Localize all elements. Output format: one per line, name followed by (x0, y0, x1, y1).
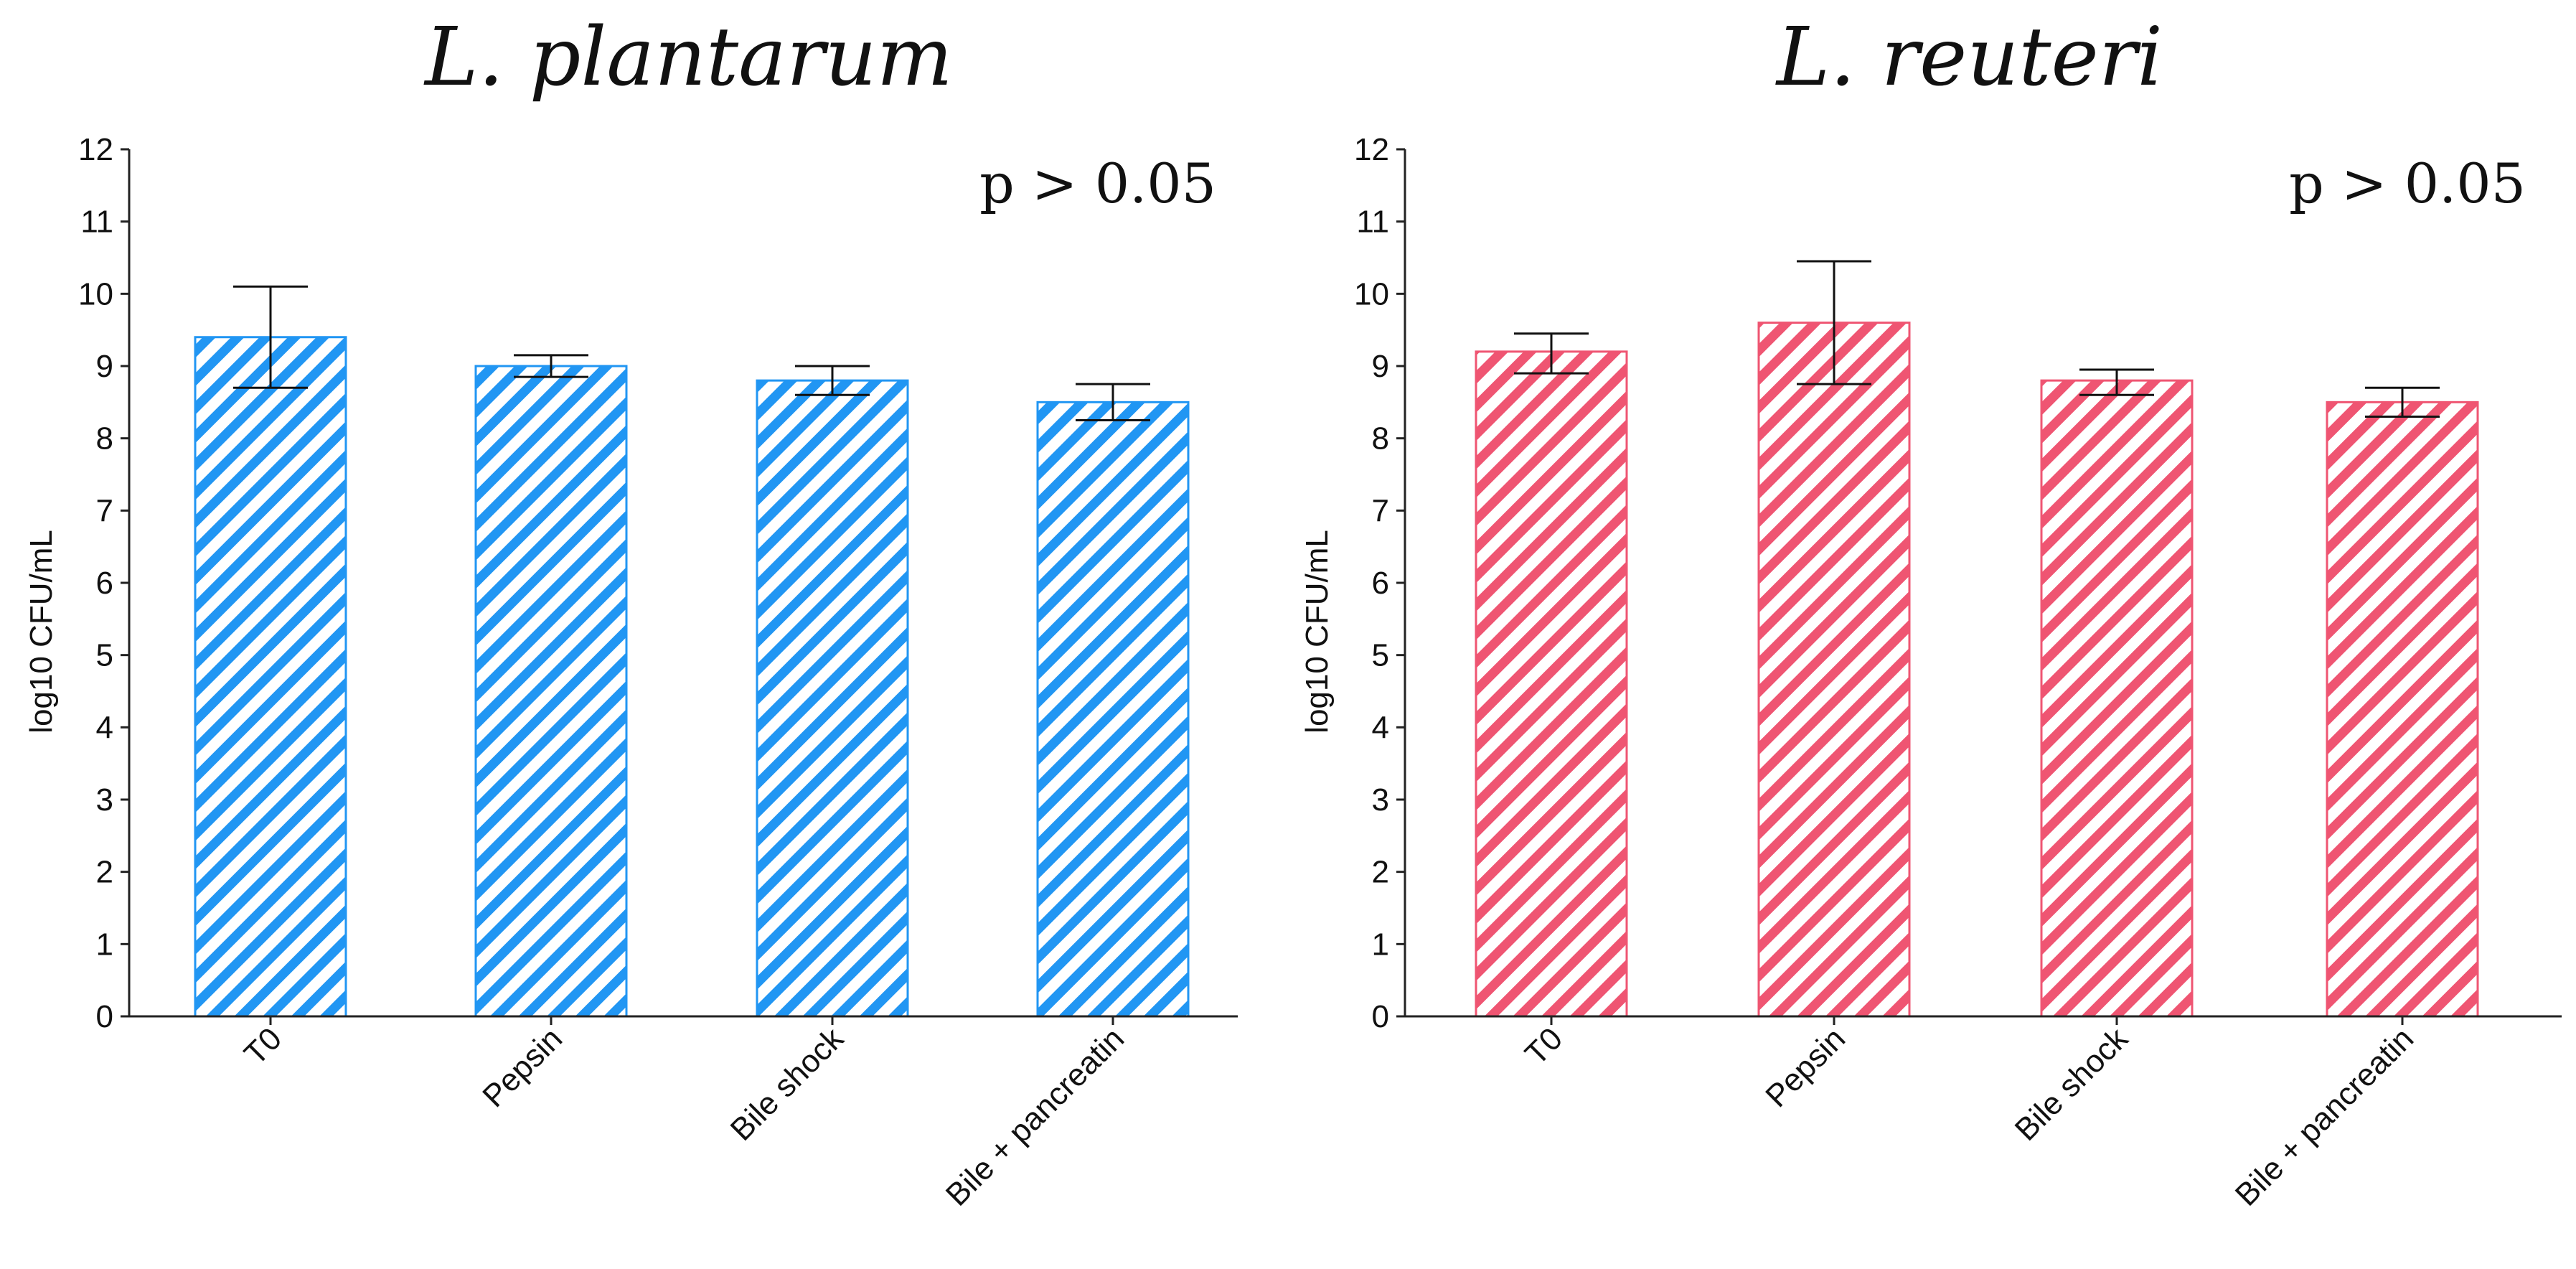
x-category-label: Bile + pancreatin (2229, 1021, 2420, 1212)
bars (1475, 322, 2479, 1018)
bar-pepsin (1757, 322, 1911, 1018)
y-tick-label: 12 (78, 132, 113, 167)
y-tick-label: 11 (80, 205, 113, 240)
x-axis-categories: T0 Pepsin Bile shock Bile + pancreatin (1518, 1016, 2420, 1213)
error-bar (1076, 383, 1150, 421)
y-axis-label: log10 CFU/mL (24, 530, 59, 734)
y-tick-label: 2 (96, 855, 113, 890)
error-bars (233, 285, 1150, 421)
error-bar (1514, 332, 1589, 375)
y-tick-label: 4 (1372, 710, 1389, 745)
p-value-annotation: p > 0.05 (2289, 151, 2526, 215)
y-tick-label: 6 (1372, 566, 1389, 601)
y-tick-label: 1 (1372, 927, 1389, 962)
error-bar (233, 285, 308, 389)
y-tick-label: 4 (96, 710, 113, 745)
error-bar (1797, 260, 1871, 385)
y-tick-label: 10 (78, 276, 113, 312)
chart-panel-plantarum: L. plantarum p > 0.05 log10 CFU/mL 01234… (24, 11, 1238, 1213)
x-axis-categories: T0 Pepsin Bile shock Bile + pancreatin (238, 1016, 1131, 1213)
y-tick-label: 5 (1372, 638, 1389, 673)
y-tick-label: 6 (96, 566, 113, 601)
y-axis-label: log10 CFU/mL (1299, 530, 1335, 734)
x-category-label: Bile shock (2008, 1021, 2135, 1148)
y-tick-label: 7 (1372, 493, 1389, 528)
y-tick-label: 10 (1354, 276, 1389, 312)
y-tick-label: 11 (1356, 205, 1389, 240)
p-value-annotation: p > 0.05 (979, 151, 1216, 215)
bar-bile-pancreatin (1036, 401, 1190, 1018)
x-category-label: T0 (1518, 1021, 1569, 1072)
bar-bile-pancreatin (2326, 401, 2479, 1018)
error-bar (2365, 386, 2440, 418)
y-tick-label: 2 (1372, 855, 1389, 890)
x-category-label: Pepsin (1759, 1021, 1852, 1114)
bars (194, 336, 1190, 1018)
error-bars (1514, 260, 2440, 418)
y-tick-label: 12 (1354, 132, 1389, 167)
y-tick-label: 1 (96, 927, 113, 962)
bar-bile-shock (756, 379, 909, 1018)
chart-title: L. reuteri (1775, 11, 2163, 104)
bar-t0 (194, 336, 347, 1018)
x-category-label: Bile + pancreatin (939, 1021, 1131, 1212)
y-tick-label: 3 (96, 782, 113, 818)
y-tick-label: 3 (1372, 782, 1389, 818)
chart-title: L. plantarum (423, 11, 953, 104)
y-tick-label: 8 (1372, 421, 1389, 456)
y-tick-label: 0 (96, 999, 113, 1034)
y-tick-label: 5 (96, 638, 113, 673)
chart-panel-reuteri: L. reuteri p > 0.05 log10 CFU/mL 0123456… (1299, 11, 2562, 1213)
y-tick-label: 9 (1372, 349, 1389, 384)
x-category-label: Bile shock (724, 1021, 851, 1148)
bar-t0 (1475, 350, 1628, 1018)
error-bar (795, 365, 870, 396)
x-category-label: T0 (238, 1021, 288, 1072)
error-bar (2079, 368, 2154, 396)
x-category-label: Pepsin (476, 1021, 569, 1114)
bar-bile-shock (2040, 379, 2194, 1018)
y-tick-label: 9 (96, 349, 113, 384)
y-tick-label: 7 (96, 493, 113, 528)
error-bar (514, 354, 588, 378)
y-tick-label: 8 (96, 421, 113, 456)
y-tick-label: 0 (1372, 999, 1389, 1034)
bar-pepsin (474, 365, 628, 1018)
